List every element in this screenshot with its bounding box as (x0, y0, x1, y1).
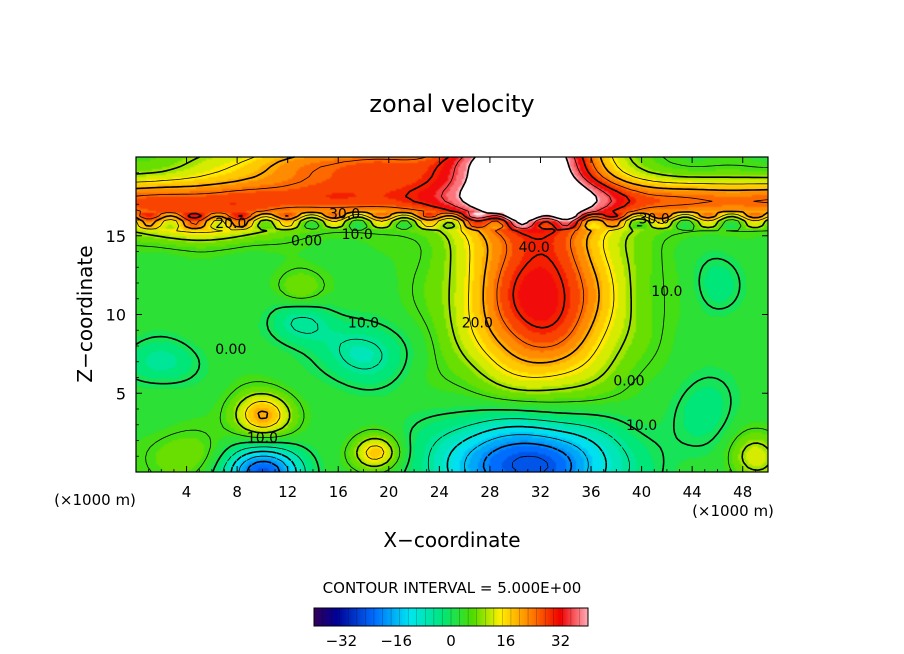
x-tick-label: 16 (329, 483, 348, 501)
contour-line--5 (222, 316, 630, 473)
contour-label: 0.00 (613, 374, 644, 390)
contour-line-40 (458, 156, 598, 226)
contour-line--10 (230, 425, 607, 473)
contour-label: 0.00 (291, 233, 322, 249)
y-tick-label: 5 (116, 384, 126, 403)
colorbar: −32 −16 0 16 32 (313, 607, 589, 650)
y-axis-label: Z−coordinate (73, 245, 97, 382)
colorbar-tick-label: −32 (326, 632, 358, 650)
contour-line-35 (440, 156, 612, 229)
colorbar-tick-label: 0 (446, 632, 456, 650)
colorbar-ticks: −32 −16 0 16 32 (326, 632, 571, 650)
x-tick-label: 20 (379, 483, 398, 501)
x-tick-label: 24 (430, 483, 449, 501)
colorbar-segments (313, 608, 589, 626)
chart-title: zonal velocity (369, 90, 534, 118)
contour-line-20 (135, 156, 769, 420)
contour-label: 0.00 (215, 342, 246, 358)
x-tick-label: 36 (581, 483, 600, 501)
x-tick-label: 44 (683, 483, 702, 501)
x-tick-label: 12 (278, 483, 297, 501)
contour-line--20 (246, 442, 573, 473)
colorbar-tick-label: 32 (551, 632, 570, 650)
contour-label: 10.0 (626, 418, 657, 434)
contour-line-25 (135, 156, 769, 348)
contour-lines (135, 156, 769, 473)
velocity-field (136, 157, 768, 472)
colorbar-tick-label: −16 (380, 632, 412, 650)
contour-line-15 (135, 156, 769, 460)
contour-line-5 (136, 156, 769, 473)
y-tick-label: 10 (106, 306, 126, 325)
contour-line--25 (511, 455, 549, 473)
contour-label: 30.0 (639, 211, 670, 227)
x-tick-label: 28 (480, 483, 499, 501)
x-tick-label: 4 (182, 483, 192, 501)
x-tick-label: 32 (531, 483, 550, 501)
x-tick-label: 48 (733, 483, 752, 501)
colorbar-tick-label: 16 (496, 632, 515, 650)
x-unit-left: (×1000 m) (54, 491, 136, 509)
contour-line-30 (187, 156, 631, 329)
x-unit-right: (×1000 m) (692, 502, 774, 520)
contour-label: 10.0 (651, 284, 682, 300)
contour-label: 10.0 (348, 315, 379, 331)
y-axis-ticks: 5 10 15 (106, 172, 768, 457)
colorbar-frame (313, 607, 589, 627)
x-axis-ticks: 4 8 12 16 20 24 28 32 36 40 44 48 (148, 157, 756, 501)
contour-line--15 (238, 434, 589, 473)
contour-labels: 30.0 20.0 10.0 0.00 40.0 30.0 10.0 20.0 10.0 0.00… (215, 207, 682, 447)
contour-label: 20.0 (215, 216, 246, 232)
contour-line-10 (135, 156, 769, 471)
contour-label: 30.0 (329, 207, 360, 223)
contour-label: 40.0 (519, 240, 550, 256)
x-axis-label: X−coordinate (383, 528, 520, 552)
contour-label: 10.0 (342, 227, 373, 243)
y-tick-label: 15 (106, 227, 126, 246)
x-tick-label: 8 (232, 483, 242, 501)
contour-label: 10.0 (247, 430, 278, 446)
contour-label: 20.0 (462, 315, 493, 331)
plot-area: 30.0 20.0 10.0 0.00 40.0 30.0 10.0 20.0 10.0 0.00… (135, 156, 769, 473)
contour-line-0 (135, 257, 741, 473)
x-tick-label: 40 (632, 483, 651, 501)
contour-interval-text: CONTOUR INTERVAL = 5.000E+00 (323, 579, 582, 597)
